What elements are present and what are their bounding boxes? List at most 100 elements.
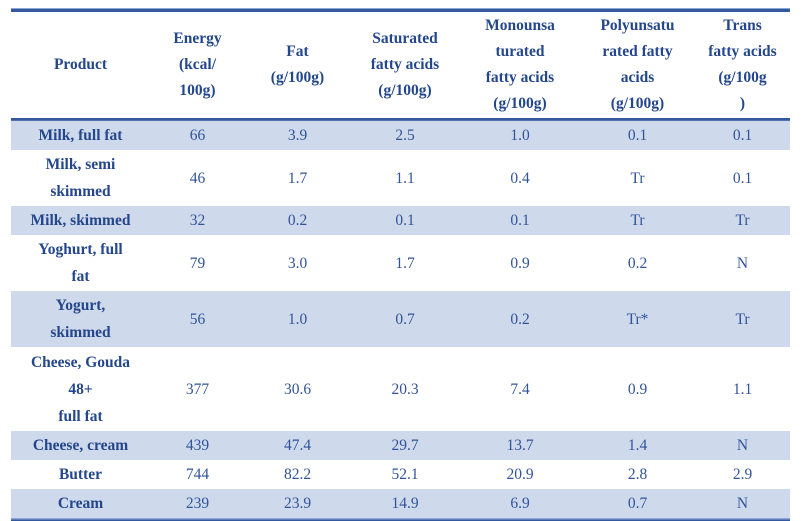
cell-saturated: 52.1	[350, 460, 460, 489]
cell-monounsaturated: 0.9	[460, 235, 580, 291]
value: 13.7	[506, 437, 534, 454]
product-label: skimmed	[50, 324, 111, 341]
col-header-monounsaturated: Monounsa turated fatty acids (g/100g)	[460, 12, 580, 118]
header-line: Trans	[723, 17, 762, 34]
value: Tr*	[626, 310, 649, 328]
header-line: Polyunsatu	[600, 17, 675, 34]
cell-monounsaturated: 20.9	[460, 460, 580, 489]
product-label: Cheese, Gouda	[30, 353, 131, 371]
row-milk-skimmed: Milk, skimmed 32 0.2 0.1 0.1 Tr Tr	[11, 206, 790, 235]
cell-fat: 23.9	[245, 489, 350, 518]
cell-monounsaturated: 7.4	[460, 347, 580, 431]
cell-energy: 744	[150, 460, 245, 489]
cell-trans: 1.1	[695, 347, 790, 431]
value: 1.4	[627, 437, 648, 454]
value: 0.1	[510, 212, 530, 229]
cell-product: Milk, semi skimmed	[11, 150, 150, 206]
header-line: (g/100g	[718, 69, 767, 86]
table-bottom-border	[11, 518, 790, 521]
value: 0.1	[395, 212, 415, 229]
cell-product: Cheese, Gouda 48+ full fat	[11, 347, 150, 431]
value: 1.1	[732, 380, 753, 398]
value: 20.3	[391, 380, 419, 398]
value: Tr	[735, 212, 750, 229]
cell-polyunsaturated: Tr	[580, 206, 695, 235]
value: N	[736, 495, 749, 512]
header-line: (g/100g)	[610, 95, 665, 112]
value: 439	[185, 437, 210, 454]
value: 7.4	[510, 380, 530, 398]
value: 0.2	[287, 212, 308, 229]
cell-fat: 3.9	[245, 121, 350, 150]
cell-saturated: 14.9	[350, 489, 460, 518]
value: 0.1	[627, 127, 648, 144]
value: 1.0	[287, 310, 308, 328]
row-milk-semi-skimmed: Milk, semi skimmed 46 1.7 1.1 0.4 Tr 0.1	[11, 150, 790, 206]
header-underline	[11, 118, 790, 121]
product-label: Milk, full fat	[38, 127, 123, 144]
value: 2.5	[395, 127, 415, 144]
value: 0.2	[627, 254, 648, 272]
cell-trans: Tr	[695, 206, 790, 235]
value: 29.7	[391, 437, 419, 454]
value: N	[736, 437, 749, 454]
product-label: Butter	[58, 466, 103, 483]
cell-polyunsaturated: 0.9	[580, 347, 695, 431]
product-label: skimmed	[50, 183, 111, 200]
header-line: 100g)	[179, 82, 216, 99]
cell-energy: 46	[150, 150, 245, 206]
value: 0.1	[732, 127, 753, 144]
cell-polyunsaturated: Tr	[580, 150, 695, 206]
value: 14.9	[391, 495, 419, 512]
table-top-border	[11, 8, 790, 12]
row-cheese-gouda: Cheese, Gouda 48+ full fat 377 30.6 20.3…	[11, 347, 790, 431]
cell-trans: N	[695, 431, 790, 460]
value: 0.9	[627, 380, 648, 398]
value: 30.6	[283, 380, 312, 398]
cell-product: Milk, full fat	[11, 121, 150, 150]
header-line: Product	[53, 56, 108, 73]
cell-saturated: 2.5	[350, 121, 460, 150]
product-label: Milk, semi	[45, 156, 116, 173]
header-line: (g/100g)	[493, 95, 547, 112]
value: 52.1	[391, 466, 419, 483]
cell-polyunsaturated: 0.2	[580, 235, 695, 291]
value: 0.2	[510, 310, 530, 328]
value: 0.7	[627, 495, 648, 512]
cell-fat: 82.2	[245, 460, 350, 489]
cell-fat: 3.0	[245, 235, 350, 291]
cell-trans: 0.1	[695, 150, 790, 206]
cell-trans: Tr	[695, 291, 790, 347]
header-line: )	[739, 95, 746, 112]
table-header-row: Product Energy (kcal/ 100g) Fat (g/100g)…	[11, 12, 790, 118]
cell-monounsaturated: 0.4	[460, 150, 580, 206]
cell-monounsaturated: 0.2	[460, 291, 580, 347]
value: Tr	[630, 212, 645, 229]
value: 377	[185, 380, 210, 398]
header-line: (g/100g)	[270, 69, 325, 86]
cell-fat: 47.4	[245, 431, 350, 460]
product-label: 48+	[68, 380, 93, 398]
col-header-trans: Trans fatty acids (g/100g )	[695, 12, 790, 118]
value: 1.7	[395, 254, 415, 272]
value: 0.7	[395, 310, 415, 328]
header-line: fatty acids	[708, 43, 777, 60]
value: 1.7	[287, 169, 308, 187]
value: 56	[189, 310, 206, 328]
cell-polyunsaturated: 0.7	[580, 489, 695, 518]
header-line: Fat	[286, 43, 309, 60]
value: 0.9	[510, 254, 530, 272]
cell-product: Milk, skimmed	[11, 206, 150, 235]
cell-fat: 30.6	[245, 347, 350, 431]
cell-trans: N	[695, 235, 790, 291]
cell-energy: 32	[150, 206, 245, 235]
cell-energy: 79	[150, 235, 245, 291]
cell-saturated: 20.3	[350, 347, 460, 431]
row-butter: Butter 744 82.2 52.1 20.9 2.8 2.9	[11, 460, 790, 489]
value: 23.9	[283, 495, 312, 512]
value: Tr	[735, 310, 750, 328]
row-yoghurt-full-fat: Yoghurt, full fat 79 3.0 1.7 0.9 0.2 N	[11, 235, 790, 291]
col-header-fat: Fat (g/100g)	[245, 12, 350, 118]
value: 0.1	[732, 169, 753, 187]
